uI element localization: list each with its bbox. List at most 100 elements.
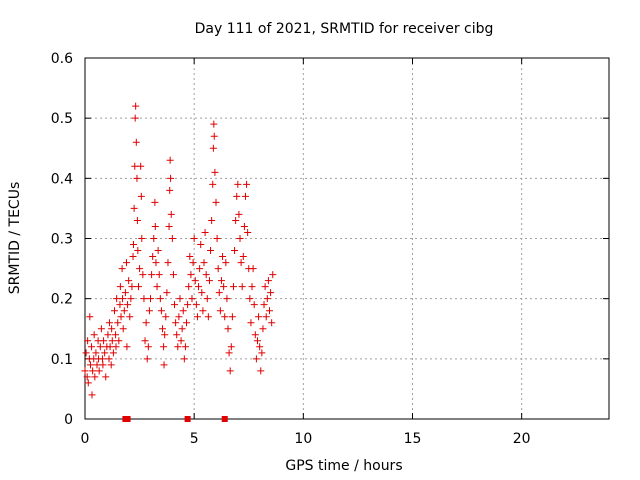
data-point: [233, 192, 241, 200]
baseline-marker: [124, 416, 131, 422]
y-tick-label: 0: [64, 412, 73, 428]
data-point: [253, 337, 261, 345]
data-point: [157, 307, 165, 315]
data-point: [224, 325, 232, 333]
data-point: [95, 367, 103, 375]
data-point: [106, 343, 114, 351]
data-point: [115, 337, 123, 345]
data-point: [138, 235, 146, 242]
baseline-markers: [122, 416, 228, 422]
data-point: [109, 349, 117, 357]
data-point: [175, 313, 183, 321]
data-point: [113, 295, 121, 303]
data-point: [92, 349, 100, 357]
points-layer: [81, 102, 277, 399]
data-point: [98, 355, 106, 363]
data-point: [174, 343, 182, 351]
data-point: [102, 373, 110, 381]
data-point: [239, 253, 247, 261]
x-tick-label: 15: [404, 431, 422, 447]
data-point: [172, 319, 180, 327]
data-point: [240, 222, 248, 230]
data-point: [125, 277, 133, 285]
data-point: [144, 343, 152, 351]
data-point: [122, 259, 130, 267]
data-point: [117, 313, 125, 321]
x-tick-label: 10: [294, 431, 312, 447]
data-point: [251, 331, 259, 339]
data-point: [163, 289, 171, 297]
data-point: [213, 235, 221, 242]
data-point: [151, 222, 159, 230]
data-point: [148, 271, 156, 279]
data-point: [112, 343, 120, 351]
data-point: [93, 361, 101, 369]
data-point: [195, 283, 203, 291]
data-point: [199, 307, 207, 315]
data-point: [119, 295, 127, 303]
data-point: [155, 271, 163, 279]
data-point: [190, 235, 198, 242]
y-tick-label: 0.6: [51, 51, 73, 67]
data-point: [229, 283, 237, 291]
data-point: [196, 265, 204, 273]
data-point: [184, 301, 192, 309]
data-point: [167, 210, 175, 218]
data-point: [105, 319, 113, 327]
data-point: [128, 283, 136, 291]
data-point: [237, 259, 245, 267]
data-point: [262, 313, 270, 321]
data-point: [205, 277, 213, 285]
chart-title: Day 111 of 2021, SRMTID for receiver cib…: [195, 21, 494, 37]
data-point: [255, 313, 263, 321]
data-point: [165, 222, 173, 230]
data-point: [234, 180, 242, 188]
data-point: [264, 277, 272, 285]
data-point: [173, 331, 181, 339]
data-point: [86, 313, 94, 321]
data-point: [198, 289, 206, 297]
data-point: [159, 325, 167, 333]
data-point: [181, 343, 189, 351]
data-point: [268, 319, 276, 327]
data-point: [202, 271, 210, 279]
data-point: [99, 361, 107, 369]
data-point: [164, 259, 172, 267]
data-point: [151, 198, 159, 206]
data-point: [208, 216, 216, 224]
data-point: [101, 349, 109, 357]
data-point: [160, 343, 168, 351]
data-point: [129, 241, 137, 249]
data-point: [187, 271, 195, 279]
data-point: [97, 325, 105, 333]
data-point: [166, 156, 174, 164]
data-point: [171, 301, 179, 309]
data-point: [147, 295, 154, 303]
data-point: [141, 337, 149, 345]
data-point: [161, 331, 169, 339]
data-point: [263, 295, 271, 303]
y-tick-label: 0.5: [51, 111, 73, 127]
data-point: [110, 307, 118, 315]
data-point: [193, 313, 201, 321]
data-point: [139, 271, 147, 279]
data-point: [133, 174, 141, 182]
tick-layer: 0 0.1 0.2 0.3 0.4 0.5 0.6 0 5 10 15 20: [51, 51, 609, 447]
data-point: [222, 259, 230, 267]
data-point: [267, 289, 275, 297]
data-point: [123, 343, 131, 351]
data-point: [166, 186, 174, 194]
data-point: [228, 313, 236, 321]
data-point: [96, 343, 104, 351]
data-point: [269, 271, 277, 279]
data-point: [82, 349, 90, 357]
data-point: [150, 235, 158, 242]
data-point: [127, 295, 135, 303]
data-point: [130, 204, 138, 212]
data-point: [116, 283, 124, 291]
data-point: [114, 319, 122, 327]
data-point: [235, 210, 243, 218]
data-point: [226, 367, 234, 375]
data-point: [129, 253, 137, 261]
